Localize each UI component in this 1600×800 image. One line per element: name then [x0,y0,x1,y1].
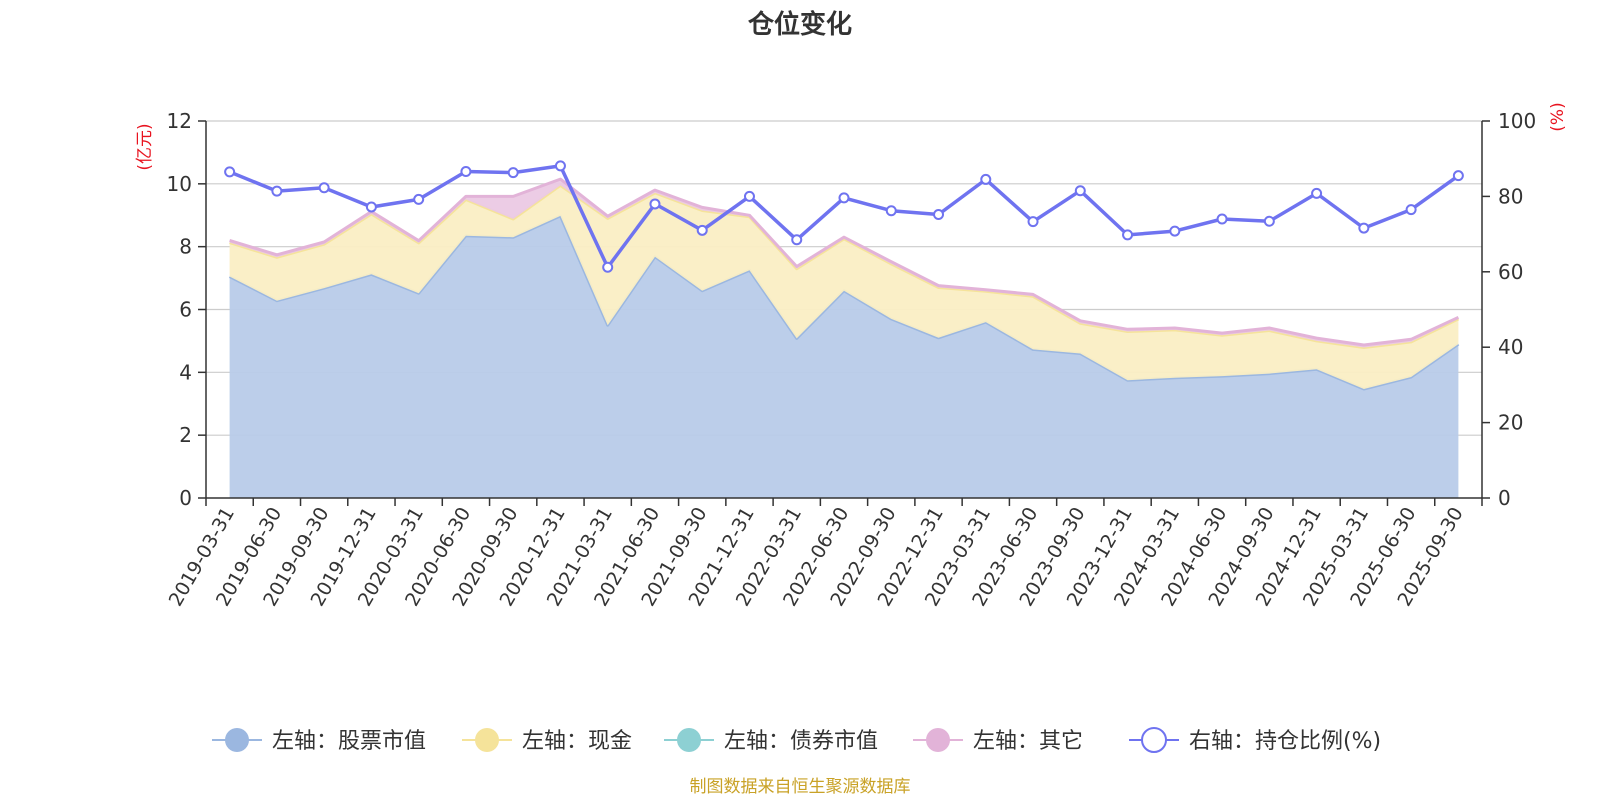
ratio-point-1 [271,185,283,197]
ratio-point-16 [980,173,992,185]
ratio-point-13 [838,192,850,204]
right-tick-label-2: 40 [1498,335,1523,359]
left-tick-label-0: 0 [179,486,192,510]
legend-marker-2 [677,728,701,752]
left-tick-label-6: 12 [167,109,192,133]
left-axis-unit: (亿元) [135,123,155,170]
right-tick-label-5: 100 [1498,109,1536,133]
area-series-0 [229,215,1459,498]
legend: 左轴：股票市值 左轴：现金 左轴：债券市值 左轴：其它 右轴：持仓比例(%) [212,727,1381,754]
left-tick-label-4: 8 [179,235,192,259]
ratio-point-2 [318,182,330,194]
ratio-point-25 [1405,204,1417,216]
ratio-point-15 [933,208,945,220]
ratio-point-7 [554,160,566,172]
ratio-point-4 [413,193,425,205]
legend-marker-1 [475,728,499,752]
legend-label-0: 左轴：股票市值 [272,729,426,754]
left-tick-label-2: 4 [179,360,192,384]
left-tick-label-1: 2 [179,423,192,447]
legend-label-4: 右轴：持仓比例(%) [1189,729,1381,754]
stacked-areas [228,177,1460,498]
data-source-note: 制图数据来自恒生聚源数据库 [690,777,911,797]
ratio-point-18 [1074,185,1086,197]
holding-ratio-series [224,160,1464,273]
legend-label-3: 左轴：其它 [973,729,1083,754]
legend-marker-3 [926,728,950,752]
ratio-point-8 [602,261,614,273]
ratio-point-14 [885,205,897,217]
legend-label-1: 左轴：现金 [522,729,632,754]
legend-marker-4 [1141,727,1167,753]
x-axis-labels: 2019-03-312019-06-302019-09-302019-12-31… [165,503,1468,610]
right-tick-label-3: 60 [1498,260,1523,284]
ratio-point-20 [1169,225,1181,237]
right-tick-label-4: 80 [1498,184,1523,208]
ratio-point-21 [1216,213,1228,225]
ratio-point-5 [460,166,472,178]
legend-marker-0 [225,728,249,752]
ratio-point-6 [507,167,519,179]
ratio-point-11 [743,190,755,202]
ratio-point-12 [791,234,803,246]
area-series-1 [229,185,1459,389]
right-tick-label-1: 20 [1498,411,1523,435]
ratio-point-24 [1358,222,1370,234]
ratio-point-19 [1122,229,1134,241]
left-tick-label-5: 10 [167,172,192,196]
area-line-series-3 [229,177,1460,347]
right-axis-unit: (%) [1548,102,1568,131]
axes: 0 2 4 6 8 10 12 0 20 40 60 80 100 [167,109,1537,510]
left-tick-label-3: 6 [179,298,192,322]
ratio-point-22 [1263,215,1275,227]
ratio-point-0 [224,166,236,178]
legend-label-2: 左轴：债券市值 [724,729,878,754]
ratio-point-17 [1027,216,1039,228]
ratio-point-9 [649,198,661,210]
ratio-point-3 [365,201,377,213]
ratio-point-10 [696,224,708,236]
ratio-point-26 [1452,170,1464,182]
ratio-point-23 [1311,187,1323,199]
chart-title: 仓位变化 [747,9,852,40]
right-tick-label-0: 0 [1498,486,1511,510]
